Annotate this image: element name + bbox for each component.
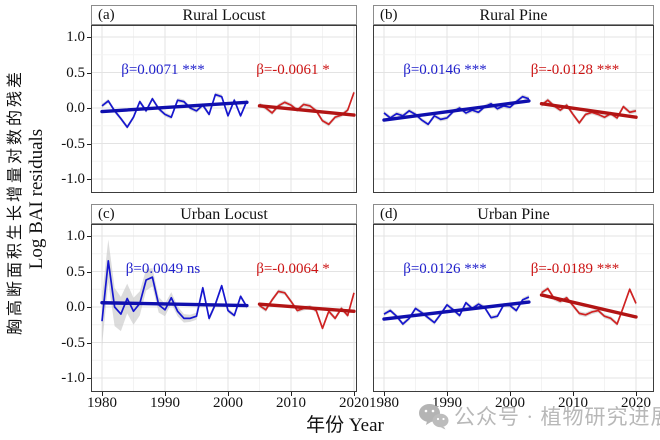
panel-urban-pine: (d) Urban Pine β=0.0126 *** β=-0.0189 ***	[373, 204, 654, 392]
trend-line	[100, 100, 249, 114]
panel-plot-urban-pine: β=0.0126 *** β=-0.0189 ***	[373, 224, 654, 392]
panel-title-strip: (b) Rural Pine	[373, 5, 654, 25]
y-axis-tick-label: 1.0	[66, 228, 85, 244]
y-axis-tick-mark	[87, 307, 91, 308]
y-axis-tick-mark	[87, 271, 91, 273]
panel-plot-rural-pine: β=0.0146 *** β=-0.0128 ***	[373, 25, 654, 193]
x-axis-tick-label: 2020	[339, 395, 369, 411]
x-axis-tick-label: 2000	[213, 395, 243, 411]
trend-line	[539, 102, 638, 119]
panel-plot-urban-locust: β=0.0049 ns β=-0.0064 *	[91, 224, 357, 392]
beta-label: β=-0.0061 *	[256, 62, 330, 78]
y-axis-label-chinese: 胸高断面积生长增量对数的残差	[7, 69, 24, 336]
x-axis-tick-label: 2010	[558, 395, 588, 411]
panel-rural-pine: (b) Rural Pine β=0.0146 *** β=-0.0128 ***	[373, 5, 654, 193]
y-axis-tick-mark	[87, 37, 91, 38]
panel-background	[373, 25, 654, 193]
watermark: 公众号 · 植物研究进展	[418, 401, 660, 431]
x-axis-tick-mark	[354, 392, 355, 396]
y-axis-tick-mark	[87, 108, 91, 109]
y-axis-tick-label: -1.0	[61, 370, 85, 386]
panel-title: Urban Locust	[180, 206, 268, 223]
y-axis-tick-label: 0.5	[66, 64, 85, 81]
x-axis-tick-label: 2000	[495, 395, 525, 411]
x-axis-label: 年份 Year	[306, 415, 384, 436]
x-axis-tick-label: 1990	[150, 395, 180, 411]
panel-letter: (d)	[380, 206, 398, 222]
y-axis-tick-mark	[87, 378, 91, 379]
panel-plot-rural-locust: β=0.0071 *** β=-0.0061 *	[91, 25, 357, 193]
data-line	[101, 93, 248, 129]
x-axis-tick-mark	[291, 392, 292, 396]
trend-line	[382, 99, 531, 122]
x-axis-tick-mark	[510, 392, 511, 396]
x-axis-tick-mark	[102, 392, 103, 396]
panel-letter: (c)	[98, 206, 115, 222]
panel-border	[373, 224, 654, 392]
beta-label: β=-0.0189 ***	[531, 261, 620, 277]
y-axis-tick-mark	[87, 179, 91, 180]
panel-title: Rural Locust	[182, 7, 266, 24]
panel-urban-locust: (c) Urban Locust β=0.0049 ns β=-0.0064 *	[91, 204, 357, 392]
y-axis-tick-label: 0.5	[66, 263, 85, 280]
trend-line	[100, 301, 249, 308]
y-axis-tick-label: 0.0	[66, 100, 85, 116]
y-axis-tick-mark	[87, 236, 91, 237]
x-axis-tick-label: 1980	[369, 395, 399, 411]
y-axis-tick-mark	[87, 72, 91, 74]
beta-label: β=0.0146 ***	[403, 62, 487, 78]
panel-title: Rural Pine	[479, 7, 548, 24]
y-axis-tick-label: -1.0	[61, 171, 85, 187]
watermark-text: 公众号 · 植物研究进展	[454, 405, 660, 429]
x-axis-tick-label: 2010	[276, 395, 306, 411]
x-axis-tick-mark	[636, 392, 637, 396]
panel-border	[373, 25, 654, 193]
y-axis-tick-mark	[87, 143, 91, 145]
confidence-ribbon	[384, 294, 529, 327]
panel-letter: (b)	[380, 7, 398, 23]
trend-line	[257, 302, 356, 313]
panel-letter: (a)	[98, 7, 115, 23]
x-axis-tick-label: 1980	[87, 395, 117, 411]
panel-border	[91, 224, 357, 392]
panel-rural-locust: (a) Rural Locust β=0.0071 *** β=-0.0061 *	[91, 5, 357, 193]
x-axis-tick-mark	[384, 392, 385, 396]
data-line	[540, 99, 637, 124]
confidence-ribbon	[102, 239, 247, 347]
confidence-ribbon	[259, 289, 354, 331]
trend-line	[257, 104, 356, 117]
wechat-icon	[419, 403, 449, 429]
panel-title-strip: (c) Urban Locust	[91, 204, 357, 224]
y-axis-tick-label: 0.0	[66, 299, 85, 315]
panel-title-strip: (a) Rural Locust	[91, 5, 357, 25]
panel-title: Urban Pine	[477, 206, 550, 223]
panel-title-strip: (d) Urban Pine	[373, 204, 654, 224]
beta-label: β=0.0049 ns	[126, 261, 201, 277]
x-axis-tick-mark	[447, 392, 448, 396]
beta-label: β=0.0126 ***	[403, 261, 487, 277]
y-axis-tick-label: 1.0	[66, 29, 85, 45]
x-axis-tick-mark	[228, 392, 229, 396]
y-axis-tick-label: -0.5	[61, 334, 85, 351]
beta-label: β=0.0071 ***	[121, 62, 205, 78]
trend-line	[382, 300, 531, 321]
beta-label: β=-0.0064 *	[256, 261, 330, 277]
y-axis-tick-label: -0.5	[61, 135, 85, 152]
x-axis-tick-label: 2020	[621, 395, 651, 411]
panel-border	[91, 25, 357, 193]
y-axis-tick-mark	[87, 342, 91, 344]
trend-line	[539, 293, 638, 319]
data-line	[259, 92, 355, 126]
y-axis-label-english: Log BAI residuals	[26, 128, 47, 270]
beta-label: β=-0.0128 ***	[531, 62, 620, 78]
x-axis-tick-mark	[573, 392, 574, 396]
x-axis-tick-label: 1990	[432, 395, 462, 411]
x-axis-tick-mark	[165, 392, 166, 396]
